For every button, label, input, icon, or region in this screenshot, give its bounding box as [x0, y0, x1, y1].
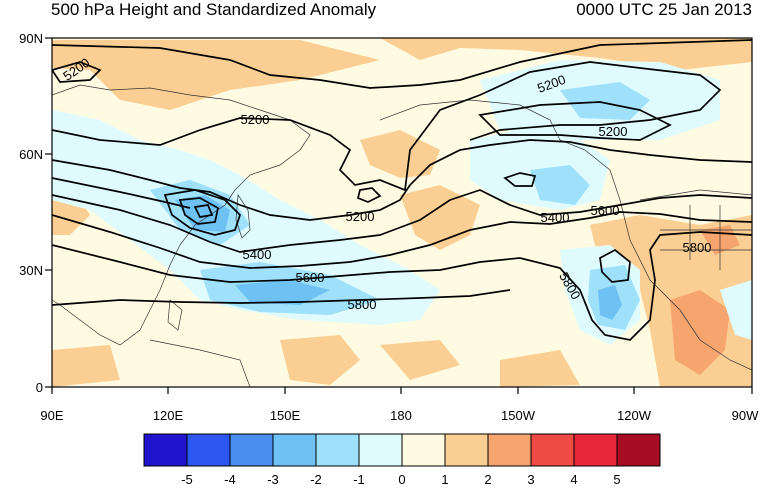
legend-tick-label: 2 [484, 472, 491, 487]
contour-label: 5600 [296, 270, 325, 285]
legend-swatch [401, 433, 446, 467]
axis-ticks [45, 37, 753, 394]
legend-tick-labels: -5 -4 -3 -2 -1 0 1 2 3 4 5 [181, 472, 620, 487]
lon-label: 120E [153, 408, 184, 423]
coastlines [52, 84, 752, 387]
legend-swatch [272, 433, 317, 467]
legend-swatch [229, 433, 274, 467]
map-title: 500 hPa Height and Standardized Anomaly [51, 0, 377, 19]
legend-swatch [358, 433, 403, 467]
legend-swatch [143, 433, 188, 467]
contour-label: 5800 [683, 240, 712, 255]
valid-time: 0000 UTC 25 Jan 2013 [576, 0, 752, 19]
lat-label: 90N [19, 31, 43, 46]
legend-tick-label: -1 [353, 472, 365, 487]
legend-tick-label: 4 [570, 472, 577, 487]
legend-swatch [487, 433, 532, 467]
height-contours [52, 39, 752, 341]
lon-label: 90W [732, 408, 759, 423]
lat-label: 60N [19, 147, 43, 162]
contour-label: 5400 [541, 210, 570, 225]
contour-label: 5400 [243, 247, 272, 262]
legend-swatch [573, 433, 618, 467]
map-panel [52, 38, 752, 387]
legend-tick-label: 3 [527, 472, 534, 487]
strong-negative-anomaly-shading [175, 195, 622, 320]
contour-label: 5800 [348, 297, 377, 312]
legend-tick-label: 0 [398, 472, 405, 487]
legend-swatch [530, 433, 575, 467]
contour-label: 5200 [241, 112, 270, 127]
legend-tick-label: 1 [441, 472, 448, 487]
longitude-labels: 90E 120E 150E 180 150W 120W 90W [40, 408, 759, 423]
map-frame [51, 37, 753, 388]
legend-tick-label: 5 [613, 472, 620, 487]
legend-tick-label: -3 [267, 472, 279, 487]
legend-swatch [315, 433, 360, 467]
contour-label: 5200 [599, 124, 628, 139]
lon-label: 90E [40, 408, 63, 423]
lat-label: 30N [19, 263, 43, 278]
legend-swatch [186, 433, 231, 467]
lon-label: 180 [390, 408, 412, 423]
color-legend [143, 433, 661, 467]
contour-label: 5600 [591, 203, 620, 218]
lon-label: 150E [270, 408, 301, 423]
legend-tick-label: -5 [181, 472, 193, 487]
latitude-labels: 90N 60N 30N 0 [19, 31, 43, 395]
legend-tick-label: -2 [310, 472, 322, 487]
contour-label: 5200 [346, 209, 375, 224]
lon-label: 150W [501, 408, 536, 423]
legend-swatch [616, 433, 661, 467]
lat-label: 0 [36, 380, 43, 395]
legend-tick-label: -4 [224, 472, 236, 487]
legend-swatch [444, 433, 489, 467]
lon-label: 120W [617, 408, 652, 423]
